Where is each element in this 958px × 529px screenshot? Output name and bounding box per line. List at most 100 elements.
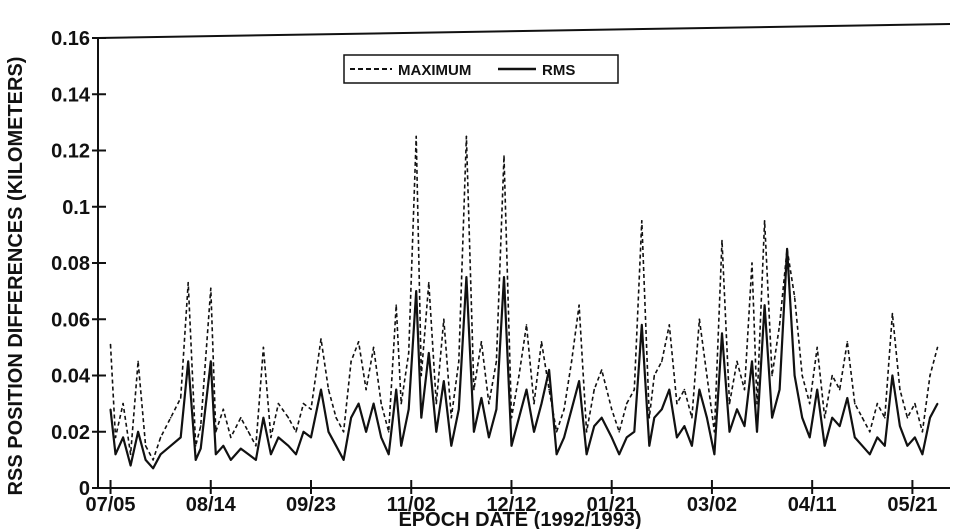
data-point-maximum [420,374,423,377]
data-point-maximum [653,374,656,377]
data-point-rms [751,360,753,363]
data-point-maximum [914,402,916,405]
data-point-maximum [240,416,242,419]
data-point-rms [357,402,360,405]
y-tick-label: 0.06 [51,309,90,331]
data-point-rms [854,436,856,439]
data-point-rms [320,388,322,391]
data-point-maximum [676,402,678,405]
data-point-maximum [884,416,886,419]
data-point-rms [137,431,139,433]
data-point-maximum [287,416,290,419]
y-tick-label: 0.16 [51,28,90,50]
data-point-maximum [906,416,909,419]
data-point-maximum [555,431,558,433]
series-line-rms [109,247,939,470]
data-point-maximum [683,388,686,391]
data-point-rms [255,459,257,461]
legend-label-rms: RMS [542,62,575,79]
data-point-maximum [593,388,595,391]
data-point-maximum [450,416,453,419]
data-point-maximum [310,408,312,411]
data-point-rms [435,431,438,433]
x-tick-label: 09/23 [286,494,336,516]
data-point-rms [736,408,738,411]
data-point-rms [838,425,841,427]
data-point-rms [906,445,909,447]
x-tick-label: 12/12 [486,494,536,516]
data-point-maximum [891,312,894,315]
data-point-maximum [706,374,708,377]
data-point-maximum [808,402,811,405]
data-point-maximum [129,453,132,456]
data-point-maximum [415,135,418,138]
data-point-rms [570,408,573,411]
data-point-maximum [763,220,766,222]
data-point-maximum [618,431,620,433]
data-point-rms [114,453,117,456]
data-point-rms [488,436,490,439]
data-point-rms [563,436,565,439]
data-point-rms [395,388,398,391]
data-point-maximum [661,360,663,363]
data-point-maximum [816,346,818,349]
data-point-maximum [372,346,375,349]
data-point-rms [350,416,352,419]
data-point-maximum [159,436,162,439]
data-point-maximum [633,388,636,391]
data-point-rms [215,453,217,456]
y-tick-label: 0.02 [51,422,90,444]
data-point-rms [585,453,588,456]
data-point-maximum [435,402,438,405]
x-tick-label: 01/21 [587,494,637,516]
data-point-maximum [691,416,693,419]
data-point-maximum [540,341,543,343]
data-point-maximum [570,360,573,363]
y-tick-label: 0 [79,478,90,500]
x-tick-label: 07/05 [85,494,135,516]
data-point-maximum [648,416,651,419]
data-point-maximum [443,318,445,321]
data-point-rms [763,304,766,307]
y-tick-label: 0.14 [51,84,91,106]
data-point-rms [450,445,453,447]
data-point-rms [365,431,367,433]
data-point-maximum [387,431,390,433]
data-point-rms [648,445,651,447]
data-point-rms [823,445,826,447]
data-point-rms [179,436,182,439]
data-point-maximum [728,402,731,405]
data-point-rms [222,445,225,447]
data-point-maximum [380,402,383,405]
data-point-rms [728,431,731,433]
data-point-rms [109,408,112,411]
data-point-maximum [179,397,182,399]
data-point-rms [122,436,124,439]
data-point-rms [372,402,375,405]
legend-box [343,54,619,84]
data-point-maximum [255,445,257,447]
data-point-rms [210,360,212,363]
data-point-rms [510,445,513,447]
data-point-maximum [721,239,723,242]
data-point-maximum [400,402,403,405]
data-point-maximum [302,402,305,405]
data-point-rms [808,436,811,439]
y-tick-label: 0.12 [51,141,90,163]
data-point-maximum [230,436,232,439]
x-tick-label: 08/14 [186,494,237,516]
data-point-maximum [320,338,322,340]
data-point-rms [503,276,505,278]
data-point-rms [578,380,580,382]
data-point-rms [801,416,803,419]
data-point-rms [831,416,833,419]
data-point-maximum [210,287,212,290]
data-point-rms [793,374,796,377]
data-point-maximum [327,388,330,391]
data-point-rms [342,459,345,461]
data-point-rms [668,388,671,391]
data-point-maximum [357,341,360,343]
data-point-maximum [428,281,430,284]
data-point-rms [187,360,189,363]
